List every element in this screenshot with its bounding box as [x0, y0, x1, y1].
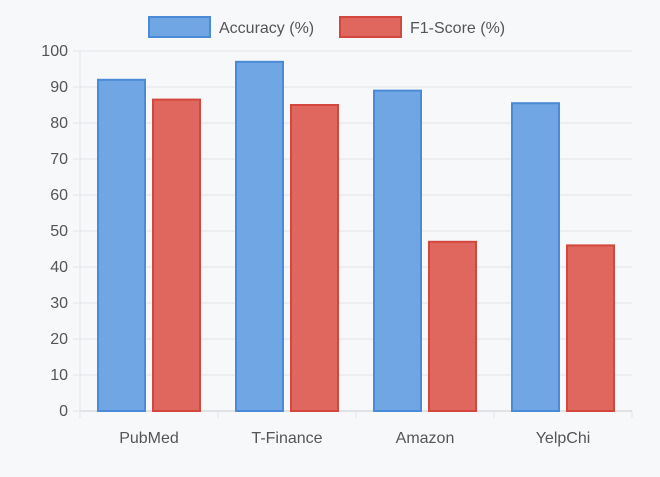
legend-item-accuracy[interactable]: Accuracy (%) [148, 16, 314, 38]
bar-f1-score-t-finance[interactable] [290, 104, 339, 412]
y-tick-label: 90 [50, 79, 68, 96]
y-tick-label: 20 [50, 331, 68, 348]
bar-accuracy-amazon[interactable] [373, 89, 422, 412]
x-tick-label: Amazon [396, 430, 455, 447]
x-tick-label: PubMed [119, 430, 179, 447]
legend: Accuracy (%) F1-Score (%) [148, 16, 505, 38]
y-axis: 0 10 20 30 40 50 60 70 80 90 100 [41, 43, 81, 420]
y-tick-label: 50 [50, 223, 68, 240]
y-tick-label: 10 [50, 367, 68, 384]
legend-item-f1-score[interactable]: F1-Score (%) [339, 16, 505, 38]
x-tick-label: T-Finance [251, 430, 322, 447]
x-tick-label: YelpChi [536, 430, 591, 447]
y-tick-label: 30 [50, 295, 68, 312]
y-tick-label: 100 [41, 43, 68, 60]
legend-label: Accuracy (%) [219, 20, 314, 37]
legend-swatch [148, 16, 211, 38]
bar-accuracy-pubmed[interactable] [97, 78, 146, 413]
bar-accuracy-yelpchi[interactable] [511, 102, 560, 412]
bar-f1-score-pubmed[interactable] [152, 98, 201, 412]
y-tick-label: 80 [50, 115, 68, 132]
legend-swatch [339, 16, 402, 38]
y-tick-label: 60 [50, 187, 68, 204]
bar-f1-score-yelpchi[interactable] [566, 244, 615, 412]
y-tick-label: 70 [50, 151, 68, 168]
y-tick-label: 40 [50, 259, 68, 276]
x-axis: PubMed T-Finance Amazon YelpChi [79, 411, 633, 447]
bar-accuracy-t-finance[interactable] [235, 60, 284, 413]
bars-group [97, 60, 615, 413]
y-tick-label: 0 [59, 403, 68, 420]
bar-f1-score-amazon[interactable] [428, 240, 477, 412]
legend-label: F1-Score (%) [410, 20, 505, 37]
